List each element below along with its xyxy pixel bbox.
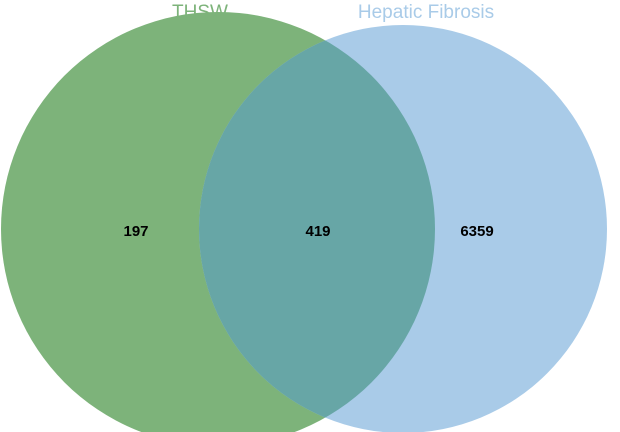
set-label-hepatic-fibrosis: Hepatic Fibrosis [358,2,494,23]
intersection-region [199,25,435,432]
set-label-thsw: THSW [172,2,228,23]
count-only-hepatic-fibrosis: 6359 [460,223,493,240]
count-only-thsw: 197 [123,223,148,240]
count-intersection: 419 [305,223,330,240]
